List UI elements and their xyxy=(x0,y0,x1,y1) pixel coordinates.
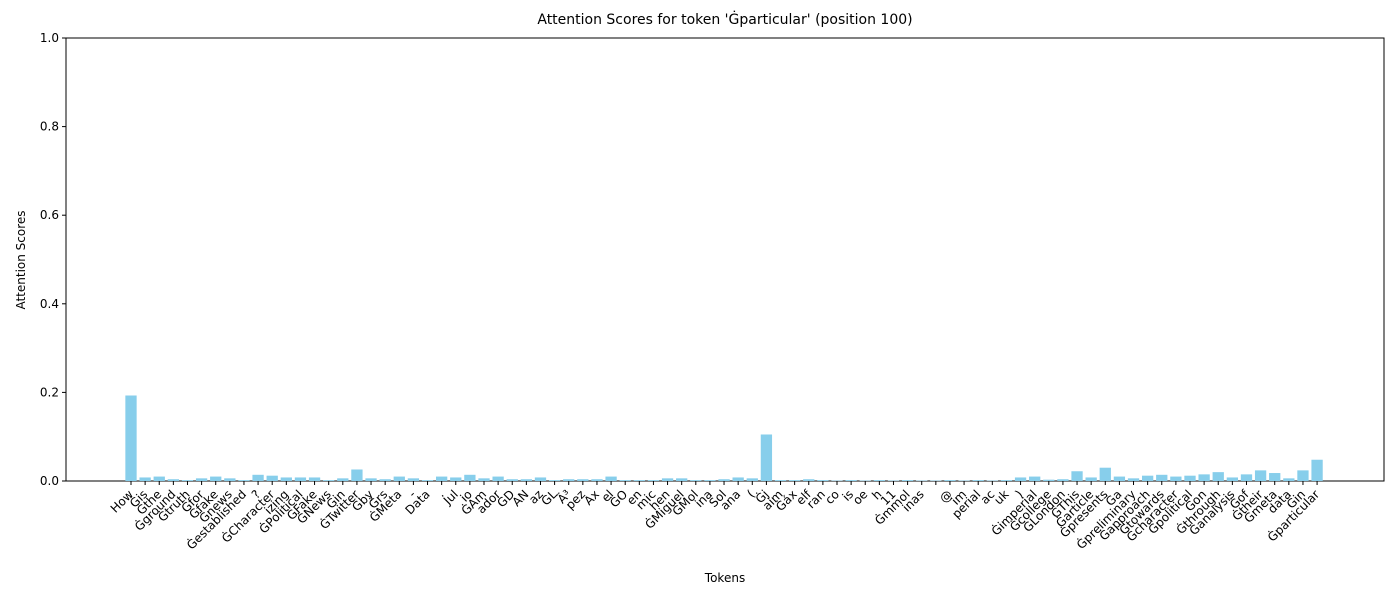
bar xyxy=(1198,474,1209,481)
bar xyxy=(380,479,391,481)
bar xyxy=(1071,471,1082,481)
bar xyxy=(478,478,489,481)
bar xyxy=(521,479,532,481)
bar xyxy=(1255,470,1266,481)
bar xyxy=(281,477,292,481)
bar xyxy=(662,478,673,481)
bar xyxy=(817,480,828,481)
bar xyxy=(944,480,955,481)
bar xyxy=(154,477,165,481)
bar xyxy=(238,480,249,481)
bar xyxy=(1283,478,1294,481)
bar xyxy=(492,477,503,481)
bar xyxy=(365,478,376,481)
bar xyxy=(690,480,701,481)
bar xyxy=(224,478,235,481)
plot-frame xyxy=(66,38,1384,481)
bar xyxy=(535,477,546,481)
bar xyxy=(1156,475,1167,481)
y-tick-label: 0.2 xyxy=(40,385,59,399)
bar xyxy=(874,480,885,481)
y-tick-label: 0.4 xyxy=(40,297,59,311)
bar xyxy=(351,469,362,481)
bar xyxy=(267,476,278,481)
bar xyxy=(464,475,475,481)
bar xyxy=(1297,470,1308,481)
bar xyxy=(436,477,447,481)
bar xyxy=(634,480,645,481)
bar xyxy=(648,480,659,481)
bar xyxy=(252,475,263,481)
chart-title: Attention Scores for token 'Ġparticular'… xyxy=(537,10,912,28)
bar xyxy=(337,478,348,481)
bar xyxy=(1241,474,1252,481)
bar xyxy=(577,479,588,481)
x-tick-label: Ax xyxy=(581,487,602,508)
bar xyxy=(591,479,602,481)
bar xyxy=(125,396,136,481)
bar xyxy=(1029,477,1040,481)
bar xyxy=(182,480,193,481)
bar xyxy=(295,477,306,481)
bar xyxy=(323,480,334,481)
bar xyxy=(605,477,616,481)
bar xyxy=(620,480,631,481)
bar xyxy=(1100,468,1111,481)
bar xyxy=(775,480,786,481)
bar xyxy=(507,479,518,481)
x-tick-label: Jul xyxy=(440,487,461,508)
bar xyxy=(309,477,320,481)
bar xyxy=(210,477,221,481)
bar xyxy=(1057,479,1068,481)
bar xyxy=(563,479,574,481)
x-axis-label: Tokens xyxy=(704,571,745,585)
bar xyxy=(1311,460,1322,481)
y-tick-label: 0.6 xyxy=(40,208,59,222)
bar xyxy=(1015,477,1026,481)
bar xyxy=(1170,477,1181,481)
bar xyxy=(196,478,207,481)
bar xyxy=(1043,480,1054,481)
bar xyxy=(1269,473,1280,481)
x-tick-label: co xyxy=(822,487,842,507)
bar xyxy=(747,478,758,481)
bar xyxy=(450,477,461,481)
bar xyxy=(1114,477,1125,481)
bar xyxy=(139,477,150,481)
bar xyxy=(902,480,913,481)
y-tick-label: 0.8 xyxy=(40,120,59,134)
bar xyxy=(1184,476,1195,481)
bar xyxy=(761,434,772,481)
bar xyxy=(1213,472,1224,481)
bar xyxy=(803,479,814,481)
x-tick-label: oe xyxy=(850,487,870,507)
bar xyxy=(845,480,856,481)
bar xyxy=(549,480,560,481)
bar xyxy=(973,480,984,481)
bar xyxy=(168,479,179,481)
bar xyxy=(733,477,744,481)
y-axis-label: Attention Scores xyxy=(14,210,28,309)
bar xyxy=(1001,480,1012,481)
y-tick-label: 0.0 xyxy=(40,474,59,488)
bar xyxy=(1086,477,1097,481)
bar xyxy=(408,478,419,481)
y-tick-label: 1.0 xyxy=(40,31,59,45)
bar xyxy=(422,480,433,481)
bar xyxy=(1227,477,1238,481)
bar xyxy=(789,480,800,481)
bar xyxy=(1142,476,1153,481)
bar xyxy=(1128,478,1139,481)
bar xyxy=(718,479,729,481)
bar xyxy=(676,478,687,481)
x-tick-label: uk xyxy=(991,487,1011,507)
bar xyxy=(704,480,715,481)
bar xyxy=(394,477,405,481)
